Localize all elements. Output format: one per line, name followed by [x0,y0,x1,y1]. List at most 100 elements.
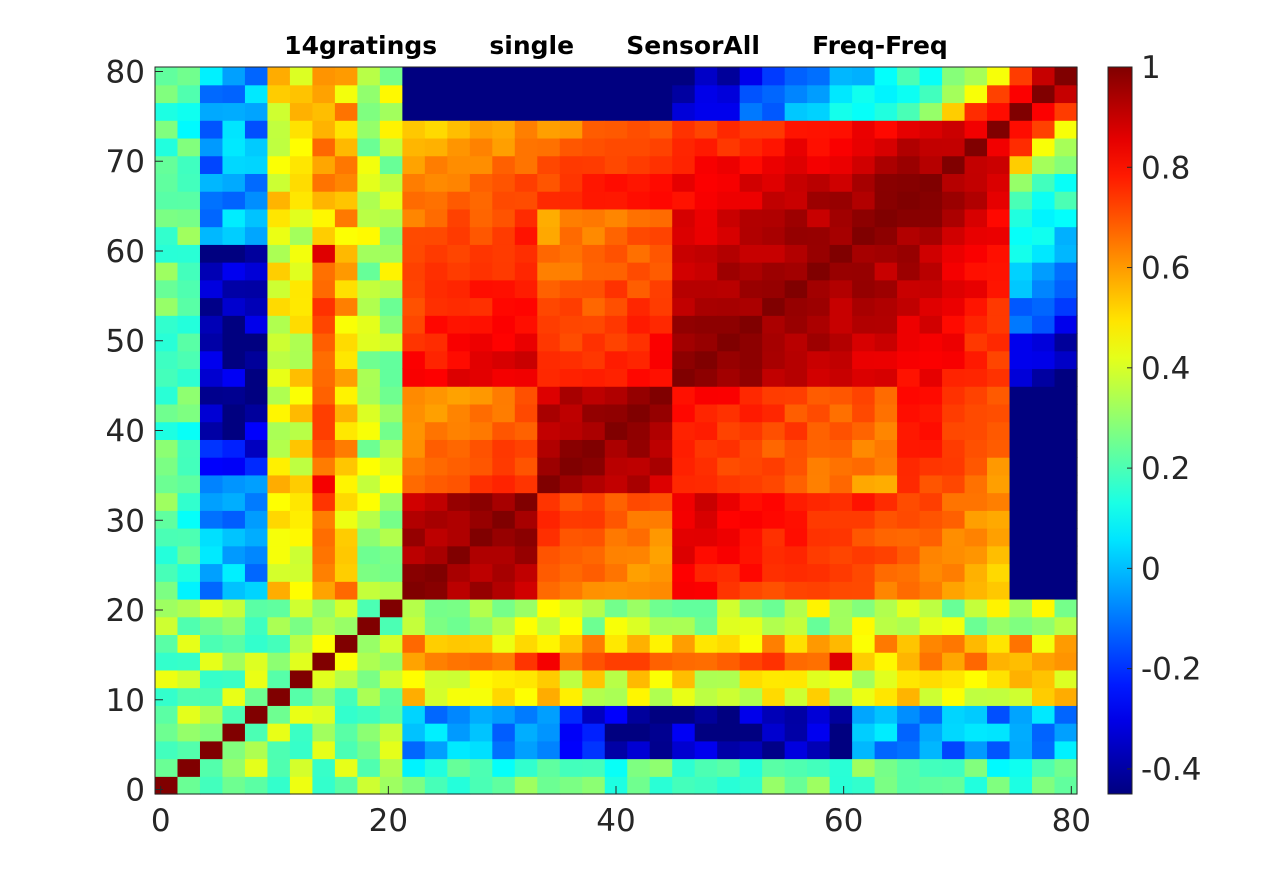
heatmap-cell [942,528,965,546]
heatmap-cell [402,422,425,440]
heatmap-cell [470,351,493,369]
heatmap-cell [830,280,853,298]
heatmap-cell [627,120,650,138]
heatmap-cell [717,599,740,617]
heatmap-cell [222,546,245,564]
heatmap-cell [695,102,718,120]
heatmap-cell [357,688,380,706]
heatmap-cell [942,688,965,706]
heatmap-cell [155,688,178,706]
heatmap-cell [717,173,740,191]
heatmap-cell [267,528,290,546]
heatmap-cell [290,102,313,120]
heatmap-cell [492,386,515,404]
heatmap-cell [155,85,178,103]
heatmap-cell [942,351,965,369]
heatmap-cell [560,333,583,351]
heatmap-cell [852,120,875,138]
heatmap-cell [222,386,245,404]
colorbar-axis: 10.80.60.40.20-0.2-0.4 [1127,50,1202,788]
heatmap-cell [1010,120,1033,138]
heatmap-cell [965,723,988,741]
heatmap-cell [672,262,695,280]
heatmap-cell [245,599,268,617]
heatmap-cell [830,457,853,475]
heatmap-cell [560,741,583,759]
heatmap-cell [470,262,493,280]
heatmap-cell [267,457,290,475]
heatmap-cell [515,191,538,209]
heatmap-cell [942,244,965,262]
heatmap-cell [740,138,763,156]
heatmap-cell [560,156,583,174]
heatmap-cell [470,670,493,688]
heatmap-cell [492,670,515,688]
heatmap-cell [402,705,425,723]
heatmap-cell [740,457,763,475]
heatmap-cell [290,120,313,138]
heatmap-cell [312,191,335,209]
heatmap-cell [875,634,898,652]
heatmap-cell [537,244,560,262]
heatmap-cell [312,298,335,316]
heatmap-cell [650,493,673,511]
chart-title: 14gratings single SensorAll Freq-Freq [284,31,948,60]
heatmap-cell [920,173,943,191]
heatmap-cell [492,634,515,652]
heatmap-cell [740,475,763,493]
heatmap-cell [335,599,358,617]
heatmap-cell [650,120,673,138]
heatmap-cell [290,457,313,475]
x-tick-label: 40 [596,803,635,839]
heatmap-cell [875,333,898,351]
colorbar-tick-label: 1 [1141,50,1161,86]
heatmap-cell [965,280,988,298]
heatmap-cell [492,368,515,386]
heatmap-cell [380,138,403,156]
heatmap-cell [470,333,493,351]
heatmap-cell [335,404,358,422]
heatmap-cell [785,244,808,262]
heatmap-cell [1010,634,1033,652]
heatmap-cell [177,315,200,333]
heatmap-cell [312,670,335,688]
heatmap-cell [852,546,875,564]
heatmap-cell [222,156,245,174]
heatmap-cell [650,510,673,528]
heatmap-cell [695,705,718,723]
heatmap-cell [1010,333,1033,351]
heatmap-cell [762,741,785,759]
heatmap-cell [920,315,943,333]
heatmap-cell [200,634,223,652]
heatmap-cell [492,173,515,191]
heatmap-cell [335,563,358,581]
heatmap-cell [492,652,515,670]
heatmap-cell [852,156,875,174]
heatmap-cell [852,581,875,599]
heatmap-cell [875,493,898,511]
heatmap-cell [1055,209,1078,227]
heatmap-cell [920,298,943,316]
heatmap-cell [177,617,200,635]
heatmap-cell [515,705,538,723]
heatmap-cell [222,475,245,493]
heatmap-cell [807,386,830,404]
heatmap-cell [1010,173,1033,191]
heatmap-cell [425,670,448,688]
heatmap-cell [447,351,470,369]
heatmap-cell [245,209,268,227]
heatmap-cell [875,315,898,333]
heatmap-cell [447,581,470,599]
heatmap-cell [672,670,695,688]
heatmap-cell [875,120,898,138]
heatmap-cell [897,67,920,85]
heatmap-cell [807,138,830,156]
heatmap-cell [987,386,1010,404]
heatmap-cell [695,244,718,262]
heatmap-cell [357,634,380,652]
heatmap-cell [807,368,830,386]
heatmap-cell [200,227,223,245]
heatmap-cell [965,386,988,404]
heatmap-cell [335,298,358,316]
heatmap-cell [380,705,403,723]
